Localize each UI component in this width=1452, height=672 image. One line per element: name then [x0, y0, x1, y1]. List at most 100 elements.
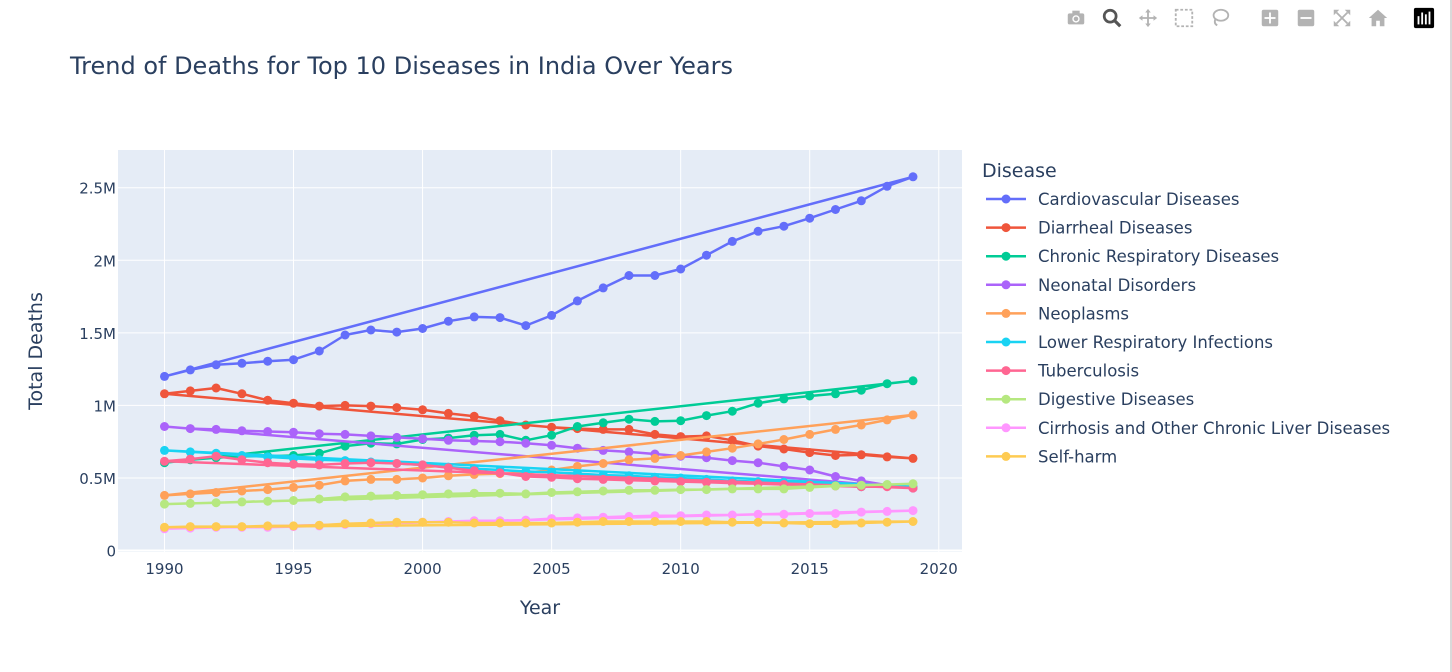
data-point[interactable] [314, 429, 324, 439]
data-point[interactable] [160, 371, 169, 381]
data-point[interactable] [160, 445, 169, 455]
legend-item[interactable]: Neoplasms [986, 304, 1129, 323]
data-point[interactable] [908, 506, 918, 516]
legend-item[interactable]: Chronic Respiratory Diseases [986, 247, 1279, 266]
data-point[interactable] [831, 509, 840, 518]
data-point[interactable] [392, 459, 402, 468]
data-point[interactable] [289, 459, 298, 469]
legend-item[interactable]: Diarrheal Diseases [986, 219, 1192, 238]
data-point[interactable] [547, 440, 557, 450]
data-point[interactable] [237, 522, 247, 532]
data-point[interactable] [289, 355, 298, 365]
data-point[interactable] [547, 488, 557, 497]
data-point[interactable] [779, 484, 789, 494]
data-point[interactable] [263, 521, 273, 531]
data-point[interactable] [702, 477, 711, 487]
data-point[interactable] [521, 438, 531, 448]
data-point[interactable] [469, 466, 479, 476]
data-point[interactable] [753, 226, 763, 236]
data-point[interactable] [443, 463, 453, 473]
data-point[interactable] [676, 451, 686, 460]
data-point[interactable] [366, 431, 376, 441]
data-point[interactable] [882, 415, 892, 425]
data-point[interactable] [727, 443, 737, 453]
data-point[interactable] [908, 172, 918, 182]
data-point[interactable] [495, 488, 505, 498]
data-point[interactable] [547, 518, 557, 528]
pan-button[interactable] [1130, 6, 1166, 30]
data-point[interactable] [624, 517, 634, 526]
data-point[interactable] [650, 485, 660, 495]
data-point[interactable] [882, 506, 892, 516]
data-point[interactable] [263, 356, 273, 366]
data-point[interactable] [392, 474, 402, 484]
data-point[interactable] [624, 414, 634, 424]
data-point[interactable] [340, 400, 350, 410]
data-point[interactable] [211, 360, 221, 370]
data-point[interactable] [676, 477, 686, 487]
data-point[interactable] [805, 482, 815, 492]
data-point[interactable] [418, 517, 428, 527]
data-point[interactable] [289, 496, 298, 505]
data-point[interactable] [650, 416, 660, 426]
data-point[interactable] [908, 517, 918, 526]
data-point[interactable] [392, 490, 402, 500]
data-point[interactable] [882, 517, 892, 527]
data-point[interactable] [702, 517, 711, 526]
data-point[interactable] [676, 416, 686, 426]
data-point[interactable] [237, 497, 247, 507]
data-point[interactable] [908, 376, 918, 386]
data-point[interactable] [495, 518, 505, 528]
data-point[interactable] [495, 468, 505, 478]
data-point[interactable] [443, 489, 453, 499]
data-point[interactable] [753, 517, 763, 527]
data-point[interactable] [185, 522, 195, 532]
data-point[interactable] [237, 426, 247, 436]
data-point[interactable] [495, 429, 505, 439]
data-point[interactable] [702, 447, 711, 457]
data-point[interactable] [805, 391, 815, 401]
data-point[interactable] [289, 482, 298, 492]
data-point[interactable] [237, 455, 247, 465]
data-point[interactable] [314, 520, 324, 530]
data-point[interactable] [263, 427, 273, 436]
data-point[interactable] [702, 411, 711, 421]
data-point[interactable] [805, 429, 815, 439]
data-point[interactable] [779, 435, 789, 444]
data-point[interactable] [572, 487, 582, 497]
data-point[interactable] [443, 408, 453, 418]
legend-item[interactable]: Tuberculosis [986, 362, 1139, 381]
data-point[interactable] [650, 517, 660, 526]
data-point[interactable] [160, 522, 169, 532]
data-point[interactable] [882, 379, 892, 389]
data-point[interactable] [366, 325, 376, 335]
data-point[interactable] [650, 271, 660, 280]
data-point[interactable] [572, 474, 582, 484]
data-point[interactable] [650, 453, 660, 463]
data-point[interactable] [727, 406, 737, 416]
data-point[interactable] [572, 517, 582, 527]
data-point[interactable] [160, 490, 169, 500]
data-point[interactable] [572, 422, 582, 431]
data-point[interactable] [753, 439, 763, 449]
data-point[interactable] [160, 422, 169, 431]
data-point[interactable] [831, 472, 840, 481]
data-point[interactable] [598, 486, 608, 496]
autoscale-button[interactable] [1324, 6, 1360, 30]
data-point[interactable] [340, 429, 350, 439]
data-point[interactable] [908, 410, 918, 420]
data-point[interactable] [702, 510, 711, 520]
data-point[interactable] [727, 510, 737, 520]
data-point[interactable] [753, 458, 763, 468]
data-point[interactable] [263, 485, 273, 495]
data-point[interactable] [856, 420, 866, 430]
data-point[interactable] [882, 452, 892, 462]
data-point[interactable] [598, 474, 608, 484]
legend-item[interactable]: Lower Respiratory Infections [986, 333, 1273, 352]
data-point[interactable] [340, 492, 350, 502]
zoom-button[interactable] [1094, 6, 1130, 30]
data-point[interactable] [521, 321, 531, 331]
data-point[interactable] [418, 490, 428, 500]
data-point[interactable] [727, 236, 737, 246]
data-point[interactable] [779, 518, 789, 528]
